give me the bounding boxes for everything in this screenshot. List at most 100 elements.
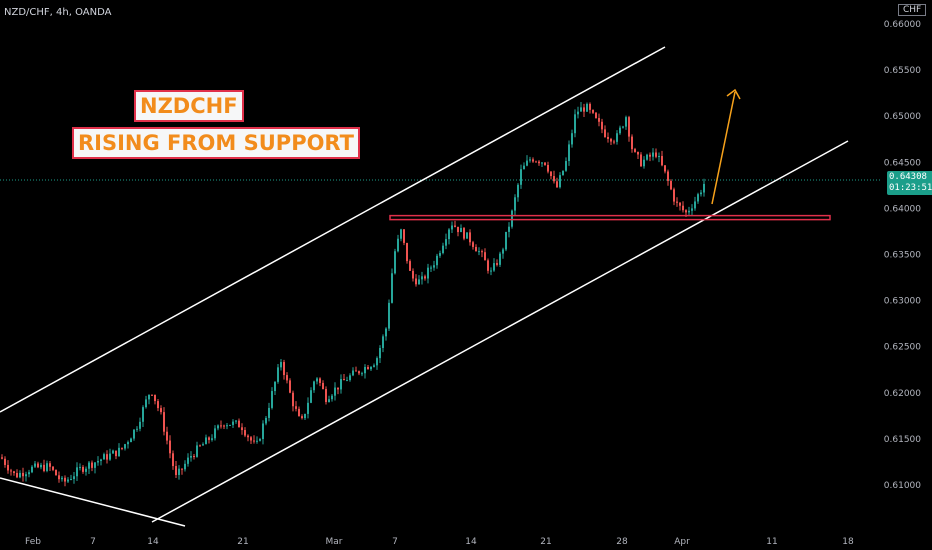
candle-body [664,165,666,172]
candle-body [499,253,501,265]
candle-body [445,239,447,246]
candle-body [346,380,348,382]
candle-body [202,444,204,446]
candle-body [316,378,318,382]
candle-body [208,437,210,440]
x-tick-label: Feb [25,537,41,547]
candle-body [232,421,234,425]
candle-body [136,428,138,430]
candle-body [463,228,465,239]
candle-body [676,201,678,203]
candle-body [262,423,264,440]
candle-body [67,479,69,482]
candle-body [58,475,60,480]
candle-body [493,263,495,271]
candle-body [385,328,387,337]
candle-body [568,144,570,162]
candle-body [82,466,84,472]
candle-body [505,231,507,250]
candle-body [106,454,108,460]
candle-body [295,406,297,409]
candle-body [16,473,18,478]
candle-body [637,151,639,155]
x-tick-label: 18 [842,537,854,547]
candle-body [466,232,468,239]
channel-upper-line[interactable] [0,46,666,413]
candle-body [97,460,99,463]
candle-body [526,160,528,166]
candle-body [61,477,63,480]
candle-body [163,412,165,432]
candle-body [238,420,240,428]
candle-body [304,413,306,419]
candle-body [109,453,111,460]
candle-body [142,407,144,422]
candle-body [193,456,195,458]
candle-body [511,210,513,227]
price-axis[interactable]: 0.61000 0.61500 0.62000 0.62500 0.63000 0.635… [884,20,921,491]
candle-body [151,394,153,396]
candle-body [454,225,456,227]
candle-body [403,229,405,243]
x-tick-label: 7 [90,537,96,547]
candle-body [388,302,390,329]
candle-body [646,154,648,160]
candle-body [550,171,552,177]
candle-body [172,453,174,467]
candle-body [199,445,201,447]
candle-body [367,366,369,370]
candle-body [133,429,135,439]
candle-body [571,133,573,145]
candle-body [343,379,345,381]
candle-body [34,463,36,467]
candle-body [373,365,375,367]
candle-body [283,362,285,376]
candle-body [274,381,276,392]
candle-body [205,437,207,445]
candle-body [469,232,471,243]
title-annotation[interactable]: NZDCHF [134,90,244,122]
y-tick-label: 0.66000 [884,20,921,30]
candle-body [85,468,87,472]
channel-lower-line[interactable] [151,140,849,523]
lower-trend-line[interactable] [0,477,186,527]
candle-body [508,226,510,232]
candle-body [535,161,537,163]
candle-body [496,263,498,265]
candle-body [121,447,123,449]
candle-body [250,437,252,441]
candle-body [361,373,363,375]
candle-body [685,210,687,213]
candle-body [7,464,9,471]
candle-body [517,184,519,198]
candle-body [667,171,669,181]
time-axis[interactable]: Feb 7 14 21 Mar 7 14 21 28 Apr 11 18 [25,537,854,547]
candle-body [652,152,654,157]
candle-body [583,107,585,112]
candle-body [559,175,561,188]
candle-body [661,156,663,166]
candle-body [127,442,129,445]
candle-body [88,462,90,469]
candle-body [502,249,504,254]
candle-body [487,260,489,271]
support-zone[interactable] [389,214,831,221]
projection-arrow[interactable] [711,88,741,205]
candle-body [553,176,555,182]
candle-body [427,267,429,279]
candle-body [253,440,255,442]
currency-badge[interactable]: CHF [898,4,927,16]
candle-body [49,463,51,467]
candle-body [655,152,657,157]
candle-body [631,136,633,150]
candle-body [46,463,48,471]
x-tick-label: 11 [766,537,777,547]
subtitle-annotation[interactable]: RISING FROM SUPPORT [72,127,360,159]
candle-body [310,390,312,403]
candle-body [181,468,183,470]
candle-body [400,229,402,239]
candle-body [334,387,336,396]
candle-body [538,161,540,164]
candle-body [532,159,534,162]
